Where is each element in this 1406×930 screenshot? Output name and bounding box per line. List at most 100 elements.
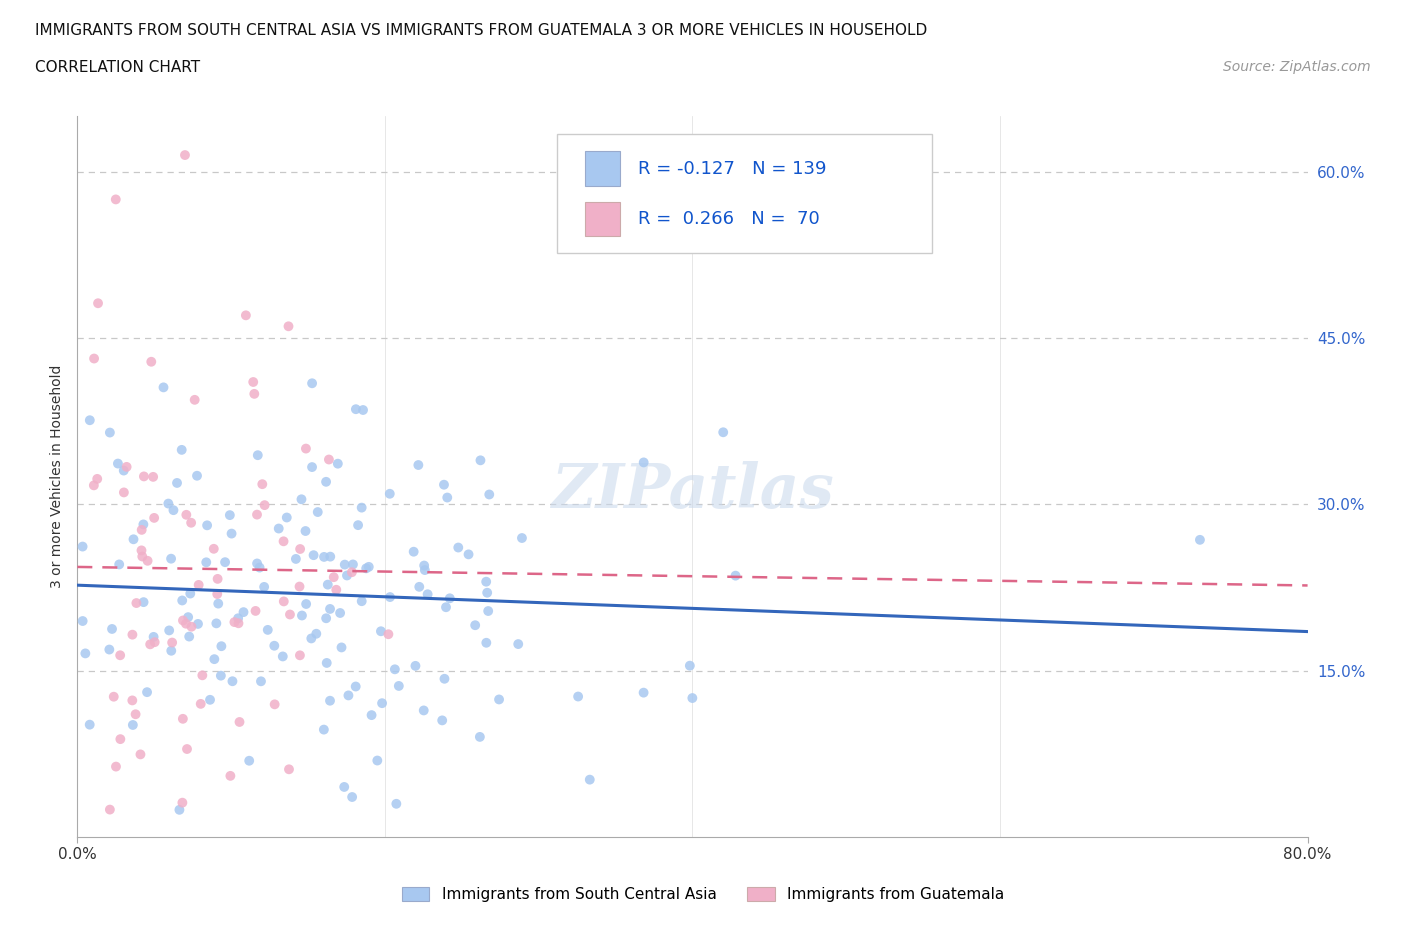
Immigrants from Guatemala — [207, 587, 229, 602]
Immigrants from South Central Asia — [470, 453, 492, 468]
Immigrants from South Central Asia — [468, 729, 491, 744]
Immigrants from South Central Asia — [186, 469, 208, 484]
Immigrants from South Central Asia — [681, 691, 703, 706]
Immigrants from South Central Asia — [439, 591, 461, 605]
Immigrants from Guatemala — [243, 386, 266, 401]
Immigrants from South Central Asia — [384, 662, 406, 677]
Immigrants from Guatemala — [263, 697, 285, 711]
Immigrants from Guatemala — [295, 441, 318, 456]
Immigrants from Guatemala — [121, 693, 143, 708]
Immigrants from Guatemala — [115, 459, 138, 474]
Immigrants from Guatemala — [131, 543, 153, 558]
Immigrants from South Central Asia — [209, 669, 232, 684]
Immigrants from South Central Asia — [214, 554, 236, 569]
Immigrants from South Central Asia — [402, 544, 425, 559]
Immigrants from South Central Asia — [433, 671, 456, 686]
Immigrants from South Central Asia — [276, 510, 298, 525]
Immigrants from South Central Asia — [567, 689, 589, 704]
Immigrants from Guatemala — [98, 803, 121, 817]
Immigrants from Guatemala — [340, 565, 363, 579]
Immigrants from South Central Asia — [132, 594, 155, 609]
Immigrants from South Central Asia — [336, 568, 359, 583]
Immigrants from South Central Asia — [329, 605, 352, 620]
Immigrants from South Central Asia — [319, 550, 342, 565]
Immigrants from South Central Asia — [195, 518, 218, 533]
Immigrants from Guatemala — [83, 352, 105, 366]
Text: Source: ZipAtlas.com: Source: ZipAtlas.com — [1223, 60, 1371, 74]
Immigrants from South Central Asia — [221, 674, 243, 689]
Immigrants from South Central Asia — [510, 531, 533, 546]
Immigrants from South Central Asia — [344, 402, 367, 417]
Immigrants from South Central Asia — [408, 458, 430, 472]
Immigrants from Guatemala — [104, 759, 127, 774]
Immigrants from South Central Asia — [360, 708, 382, 723]
Immigrants from Guatemala — [172, 795, 194, 810]
Immigrants from South Central Asia — [301, 376, 323, 391]
FancyBboxPatch shape — [557, 134, 932, 253]
Immigrants from South Central Asia — [315, 474, 337, 489]
Immigrants from South Central Asia — [157, 496, 180, 511]
Immigrants from Guatemala — [176, 741, 198, 756]
Immigrants from Guatemala — [108, 648, 131, 663]
Immigrants from South Central Asia — [347, 518, 370, 533]
Immigrants from Guatemala — [112, 485, 135, 499]
Immigrants from South Central Asia — [166, 475, 188, 490]
Immigrants from South Central Asia — [172, 593, 194, 608]
Immigrants from South Central Asia — [284, 551, 307, 566]
Immigrants from Guatemala — [273, 534, 295, 549]
Immigrants from Guatemala — [228, 714, 250, 729]
Immigrants from Guatemala — [187, 578, 209, 592]
Immigrants from South Central Asia — [267, 521, 290, 536]
Immigrants from South Central Asia — [404, 658, 426, 673]
Immigrants from South Central Asia — [578, 772, 600, 787]
Immigrants from South Central Asia — [79, 413, 101, 428]
Immigrants from Guatemala — [278, 607, 301, 622]
Immigrants from South Central Asia — [79, 717, 101, 732]
Immigrants from Guatemala — [322, 570, 344, 585]
Immigrants from Guatemala — [160, 635, 183, 650]
Immigrants from South Central Asia — [160, 644, 183, 658]
Immigrants from Guatemala — [242, 375, 264, 390]
Immigrants from South Central Asia — [169, 803, 191, 817]
Immigrants from Guatemala — [180, 515, 202, 530]
Immigrants from South Central Asia — [290, 492, 312, 507]
Immigrants from South Central Asia — [633, 685, 655, 700]
Immigrants from South Central Asia — [724, 568, 747, 583]
Immigrants from South Central Asia — [157, 623, 180, 638]
Immigrants from Guatemala — [121, 627, 143, 642]
Immigrants from South Central Asia — [416, 587, 439, 602]
Bar — [585, 202, 620, 236]
Immigrants from South Central Asia — [326, 457, 349, 472]
Immigrants from Guatemala — [288, 541, 311, 556]
Immigrants from South Central Asia — [316, 578, 339, 592]
Immigrants from Guatemala — [83, 478, 105, 493]
Immigrants from South Central Asia — [385, 796, 408, 811]
Immigrants from South Central Asia — [432, 713, 454, 728]
Immigrants from South Central Asia — [711, 425, 734, 440]
Immigrants from South Central Asia — [232, 604, 254, 619]
Immigrants from South Central Asia — [330, 640, 353, 655]
Immigrants from South Central Asia — [315, 611, 337, 626]
Y-axis label: 3 or more Vehicles in Household: 3 or more Vehicles in Household — [51, 365, 65, 589]
Immigrants from South Central Asia — [152, 380, 174, 395]
Immigrants from Guatemala — [143, 635, 166, 650]
Immigrants from Guatemala — [253, 498, 276, 512]
Immigrants from South Central Asia — [122, 532, 145, 547]
Immigrants from South Central Asia — [177, 610, 200, 625]
Immigrants from Guatemala — [87, 296, 110, 311]
Immigrants from Guatemala — [180, 619, 202, 634]
Immigrants from South Central Asia — [218, 508, 240, 523]
Immigrants from South Central Asia — [207, 596, 229, 611]
Immigrants from South Central Asia — [350, 500, 373, 515]
Immigrants from Guatemala — [174, 617, 197, 631]
Immigrants from South Central Asia — [271, 649, 294, 664]
Immigrants from South Central Asia — [202, 652, 225, 667]
Immigrants from Guatemala — [235, 308, 257, 323]
Immigrants from South Central Asia — [352, 403, 374, 418]
Immigrants from South Central Asia — [198, 692, 221, 707]
Immigrants from South Central Asia — [295, 596, 318, 611]
Immigrants from Guatemala — [141, 354, 163, 369]
Immigrants from South Central Asia — [179, 586, 201, 601]
Immigrants from South Central Asia — [508, 637, 530, 652]
Immigrants from South Central Asia — [413, 563, 436, 578]
